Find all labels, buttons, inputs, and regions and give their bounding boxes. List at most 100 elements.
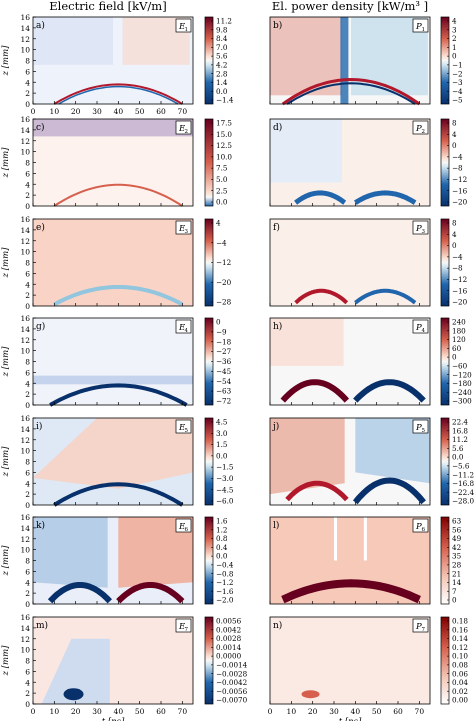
y-axis-label: z [mm] bbox=[1, 147, 11, 179]
colorbar-tick-label: −0.0014 bbox=[216, 660, 248, 669]
x-axis-label: t [ns] bbox=[339, 717, 362, 721]
x-tick-label: 20 bbox=[71, 107, 81, 116]
colorbar-tick-label: 0.4 bbox=[216, 543, 228, 552]
panel-label: n) bbox=[273, 620, 282, 631]
series-tag-subscript: 7 bbox=[185, 627, 189, 633]
y-tick-label: 2 bbox=[25, 589, 30, 598]
x-tick-label: 30 bbox=[92, 707, 102, 716]
y-tick-label: 8 bbox=[25, 358, 30, 367]
plot-frame bbox=[269, 317, 431, 406]
colorbar-tick-label: 0 bbox=[452, 596, 457, 605]
panel-label: a) bbox=[36, 20, 45, 31]
x-tick-label: 60 bbox=[156, 107, 166, 116]
colorbar-tick-label: 240 bbox=[452, 318, 466, 327]
colorbar-tick-label: 14 bbox=[452, 578, 462, 587]
panel-label: m) bbox=[36, 620, 48, 631]
colorbar-tick-label: −36 bbox=[216, 357, 232, 366]
colorbar-tick-label: −0.0070 bbox=[216, 696, 248, 705]
x-tick-label: 40 bbox=[114, 107, 124, 116]
colorbar-tick-label: −2.0 bbox=[216, 596, 234, 605]
x-tick-label: 60 bbox=[393, 707, 403, 716]
colorbar bbox=[204, 616, 214, 705]
series-tag-box bbox=[175, 18, 192, 33]
plot-background bbox=[270, 17, 430, 104]
series-tag: E bbox=[178, 622, 186, 632]
series-tag-box bbox=[412, 120, 429, 135]
colorbar-tick-label: 0.0042 bbox=[216, 625, 241, 634]
y-tick-label: 14 bbox=[20, 126, 30, 135]
front-arc bbox=[58, 85, 179, 105]
colorbar bbox=[440, 317, 450, 406]
y-tick-label: 16 bbox=[20, 513, 30, 522]
colorbar-tick-label: 8 bbox=[452, 119, 457, 128]
series-tag-subscript: 4 bbox=[185, 328, 189, 334]
field-region bbox=[118, 517, 193, 588]
colorbar-tick-label: 0 bbox=[452, 141, 457, 150]
x-tick-label: 0 bbox=[268, 707, 273, 716]
series-tag-box bbox=[175, 419, 192, 434]
colorbar-tick-label: −4 bbox=[452, 87, 463, 96]
colorbar-tick-label: 7.0 bbox=[216, 43, 228, 52]
plot-frame bbox=[269, 616, 431, 705]
colorbar bbox=[440, 417, 450, 506]
colorbar-tick-label: −3.0 bbox=[216, 474, 234, 483]
colorbar-tick-label: 0.12 bbox=[452, 643, 468, 652]
y-tick-label: 0 bbox=[25, 501, 30, 510]
field-region bbox=[33, 418, 193, 489]
colorbar-tick-label: −20 bbox=[452, 198, 468, 207]
x-tick-label: 70 bbox=[178, 107, 188, 116]
panel-label: k) bbox=[36, 520, 45, 531]
front-arc bbox=[354, 190, 417, 205]
power-region bbox=[340, 17, 349, 104]
colorbar-tick-label: −11.2 bbox=[452, 470, 474, 479]
colorbar-tick-label: 2 bbox=[452, 34, 457, 43]
colorbar-tick-label: 11.2 bbox=[216, 17, 232, 26]
colorbar-tick-label: 4 bbox=[452, 230, 457, 239]
colorbar-tick-label: 120 bbox=[452, 335, 466, 344]
series-tag: E bbox=[178, 22, 186, 32]
colorbar-tick-label: −1.4 bbox=[216, 96, 234, 105]
colorbar-tick-label: 0 bbox=[216, 318, 221, 327]
front-arc bbox=[53, 83, 183, 105]
colorbar-tick-label: 0.00 bbox=[452, 696, 468, 705]
colorbar-tick-label: −4.5 bbox=[216, 485, 234, 494]
field-band bbox=[33, 375, 193, 385]
plot-frame bbox=[269, 118, 431, 207]
plot-frame bbox=[269, 516, 431, 605]
colorbar-tick-label: 2.8 bbox=[216, 69, 228, 78]
colorbar-tick-label: 15.0 bbox=[216, 130, 232, 139]
front-arc bbox=[53, 183, 183, 207]
field-spot bbox=[63, 688, 84, 701]
power-region bbox=[270, 119, 342, 183]
series-tag-box bbox=[412, 518, 429, 533]
y-tick-label: 2 bbox=[25, 490, 30, 499]
y-tick-label: 10 bbox=[20, 447, 30, 456]
colorbar-tick-label: −0.0028 bbox=[216, 669, 248, 678]
colorbar bbox=[440, 616, 450, 705]
colorbar-tick-label: −1.2 bbox=[216, 578, 233, 587]
y-tick-label: 16 bbox=[20, 215, 30, 224]
panel-label: b) bbox=[273, 20, 282, 31]
power-region bbox=[363, 517, 367, 561]
colorbar-tick-label: 180 bbox=[452, 326, 466, 335]
x-tick-label: 10 bbox=[50, 107, 60, 116]
colorbar-tick-label: −12 bbox=[452, 275, 467, 284]
series-tag-subscript: 4 bbox=[422, 328, 426, 334]
panel-d: d) P 2 8 4 0 −4 −8 −12 −16 −20 bbox=[269, 118, 468, 207]
colorbar-tick-label: 0.16 bbox=[452, 625, 468, 634]
y-tick-label: 8 bbox=[25, 458, 30, 467]
y-tick-label: 14 bbox=[20, 325, 30, 334]
series-tag-subscript: 3 bbox=[185, 229, 189, 235]
plot-background bbox=[270, 219, 430, 306]
x-tick-label: 50 bbox=[135, 107, 145, 116]
colorbar-tick-label: −27 bbox=[216, 347, 232, 356]
colorbar-tick-label: 0.08 bbox=[452, 660, 468, 669]
colorbar-tick-label: 0.04 bbox=[452, 678, 468, 687]
y-tick-label: 0 bbox=[25, 600, 30, 609]
colorbar bbox=[204, 118, 214, 207]
colorbar-tick-label: −0.0042 bbox=[216, 678, 247, 687]
colorbar-tick-label: −72 bbox=[216, 397, 231, 406]
y-tick-label: 4 bbox=[25, 379, 30, 388]
plot-background bbox=[33, 318, 193, 405]
